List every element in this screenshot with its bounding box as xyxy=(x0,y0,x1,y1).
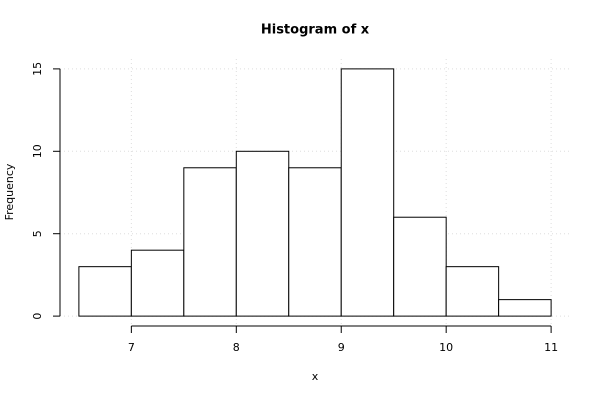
y-tick-label: 15 xyxy=(31,62,44,76)
y-tick-label: 0 xyxy=(31,313,44,320)
x-axis-label: x xyxy=(312,370,319,383)
bar xyxy=(130,249,185,317)
x-tick-label: 8 xyxy=(233,341,240,354)
bar xyxy=(183,167,237,317)
chart-title: Histogram of x xyxy=(261,23,370,38)
bar xyxy=(445,266,500,317)
bar xyxy=(340,68,395,317)
y-tick-label: 10 xyxy=(31,144,44,158)
y-axis-label: Frequency xyxy=(3,163,16,220)
bar xyxy=(393,216,447,317)
bar xyxy=(78,266,132,317)
bar xyxy=(498,299,552,317)
x-tick-label: 7 xyxy=(128,341,135,354)
bar xyxy=(235,150,290,317)
bar xyxy=(288,167,342,317)
x-tick-label: 11 xyxy=(544,341,558,354)
x-tick-label: 10 xyxy=(439,341,453,354)
y-tick-label: 5 xyxy=(31,230,44,237)
x-tick-label: 9 xyxy=(338,341,345,354)
